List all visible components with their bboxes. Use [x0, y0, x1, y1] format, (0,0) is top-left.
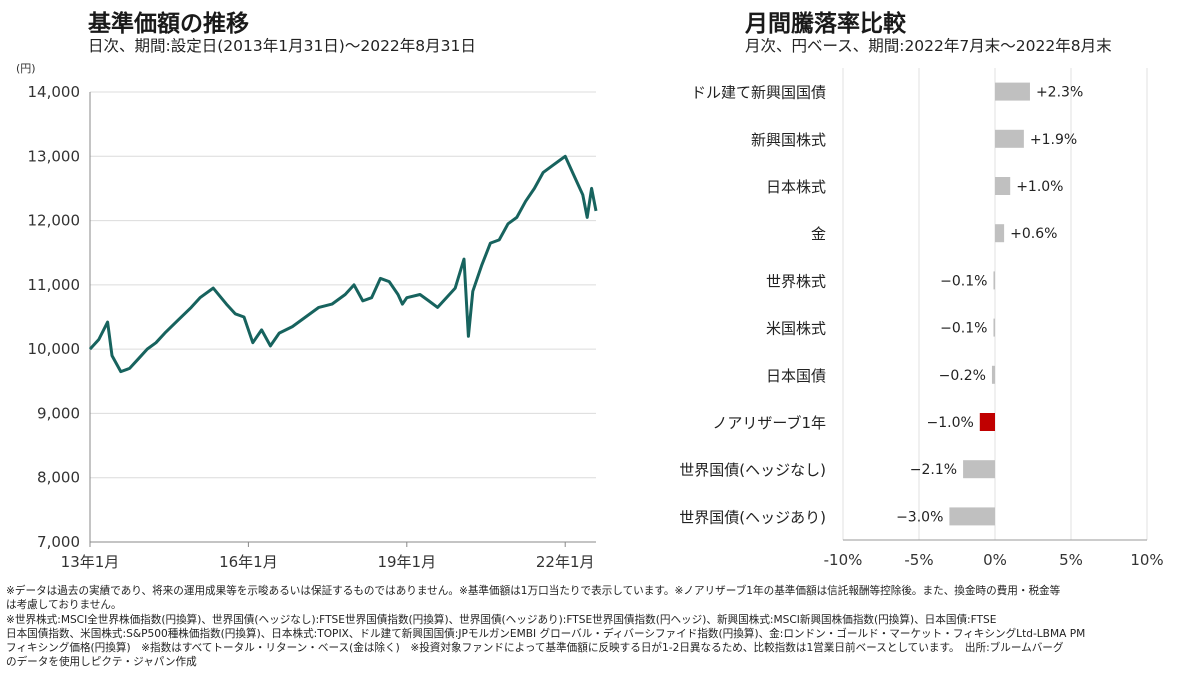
footnote-line: ※世界株式:MSCI全世界株価指数(円換算)、世界国債(ヘッジなし):FTSE世…: [6, 613, 997, 626]
bar-5: [993, 318, 995, 337]
value-label: +0.6%: [1010, 226, 1057, 242]
right-chart-subtitle: 月次、円ベース、期間:2022年7月末～2022年8月末: [745, 37, 1112, 55]
category-label: 日本国債: [766, 367, 826, 385]
y-tick-label: 9,000: [37, 404, 80, 422]
footnote-line: フィキシング価格(円換算) ※指数はすべてトータル・リターン・ベース(金は除く)…: [6, 642, 1064, 655]
category-label: 世界国債(ヘッジあり): [679, 508, 826, 526]
bar-8: [963, 460, 995, 479]
bar-9: [949, 507, 995, 526]
right-chart-title: 月間騰落率比較: [745, 11, 906, 37]
x-tick-label: -5%: [904, 551, 933, 569]
category-label: 世界国債(ヘッジなし): [679, 461, 826, 479]
category-label: 新興国株式: [751, 131, 826, 149]
y-tick-label: 12,000: [28, 212, 81, 230]
value-label: +1.9%: [1030, 132, 1077, 148]
y-unit-label: (円): [16, 62, 36, 75]
x-tick-label: 0%: [983, 551, 1007, 569]
x-tick-label: 19年1月: [377, 553, 436, 571]
bar-0: [995, 82, 1030, 101]
value-label: −0.1%: [940, 321, 987, 337]
x-tick-label: 16年1月: [219, 553, 278, 571]
bar-2: [995, 177, 1011, 195]
y-tick-label: 8,000: [37, 469, 80, 487]
left-chart-subtitle: 日次、期間:設定日(2013年1月31日)～2022年8月31日: [88, 37, 476, 55]
category-label: 金: [811, 225, 826, 243]
monthly-return-bar-chart: -10% -5% 0% 5% 10% ドル建て新興国国債 +2.3% 新興国株式 +1.9% 日本…: [679, 68, 1164, 569]
footnote-line: ※データは過去の実績であり、将来の運用成果等を示唆あるいは保証するものではありま…: [6, 585, 1061, 597]
category-label: 米国株式: [766, 320, 826, 338]
value-label: +1.0%: [1016, 179, 1063, 195]
value-label: −0.2%: [939, 368, 986, 384]
x-tick-label: -10%: [824, 551, 863, 569]
x-tick-label: 22年1月: [536, 553, 595, 571]
y-tick-label: 14,000: [28, 83, 81, 101]
bar-7: [979, 413, 995, 431]
x-tick-label: 10%: [1130, 551, 1163, 569]
value-label: +2.3%: [1036, 85, 1083, 101]
value-label: −3.0%: [896, 509, 943, 525]
value-label: −0.1%: [940, 273, 987, 289]
nav-series-line: [88, 154, 598, 374]
x-tick-label: 5%: [1059, 551, 1083, 569]
category-label: 世界株式: [766, 272, 826, 290]
footnote-line: は考慮しておりません。: [6, 599, 122, 612]
category-label: 日本株式: [766, 178, 826, 196]
footnotes: ※データは過去の実績であり、将来の運用成果等を示唆あるいは保証するものではありま…: [6, 584, 1196, 670]
bar-4: [993, 271, 995, 290]
bar-6: [991, 365, 995, 384]
y-tick-label: 7,000: [37, 533, 80, 551]
left-chart-title: 基準価額の推移: [88, 11, 249, 37]
nav-line-chart: 7,000 8,000 9,000 10,000 11,000 12,000 13,000 1…: [16, 62, 598, 571]
category-label: ノアリザーブ1年: [712, 414, 826, 432]
x-tick-label: 13年1月: [61, 553, 120, 571]
y-tick-label: 11,000: [28, 276, 81, 294]
bar-1: [995, 129, 1024, 148]
footnote-line: 日本国債指数、米国株式:S&P500種株価指数(円換算)、日本株式:TOPIX、…: [6, 627, 1086, 640]
footnote-line: のデータを使用しピクテ・ジャパン作成: [6, 656, 197, 669]
bar-3: [995, 224, 1005, 243]
category-label: ドル建て新興国国債: [691, 84, 826, 102]
y-tick-label: 13,000: [28, 147, 81, 165]
y-tick-label: 10,000: [28, 340, 81, 358]
value-label: −1.0%: [926, 415, 973, 431]
value-label: −2.1%: [910, 462, 957, 478]
